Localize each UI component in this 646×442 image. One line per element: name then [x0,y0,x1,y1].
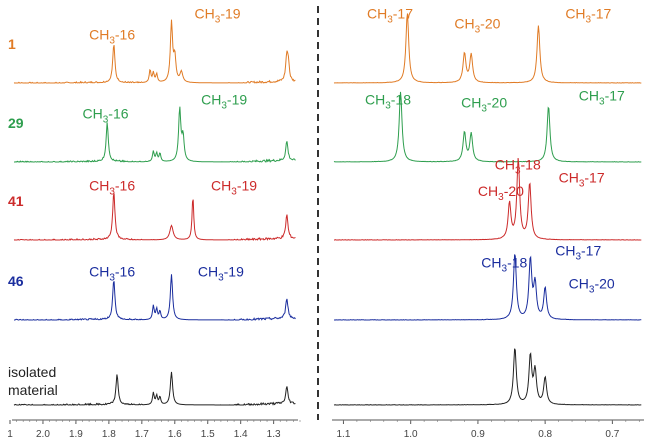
peak-annotation: CH3-17 [579,87,625,107]
spectrum-trace-right [334,157,642,241]
spectrum-trace-right [334,254,642,321]
peak-annotation: CH3-16 [89,27,135,47]
peak-annotation: CH3-17 [565,6,611,26]
sample-label: material [8,382,58,398]
spectrum-trace-right [333,91,642,163]
peak-annotation: CH3-18 [365,92,411,112]
right-x-axis: 1.1 1.0 0.9 0.8 0.7 [332,419,644,440]
right-tick-label: 1.0 [404,429,418,440]
peak-annotation: CH3-20 [461,94,507,114]
right-tick-label: 0.9 [471,429,485,440]
spectrum-trace-left [13,19,296,84]
peak-annotation: CH3-20 [454,15,500,35]
spectrum-trace-left [14,274,296,321]
left-tick-label: 1.4 [234,429,248,440]
left-tick-label: 1.3 [267,429,281,440]
peak-annotation: CH3-18 [481,255,527,275]
left-tick-label: 1 [7,429,13,440]
spectrum-traces [13,13,642,407]
right-tick-label: 0.7 [605,429,619,440]
left-x-axis: 1 2.0 1.9 1.8 1.7 1.6 1.5 1.4 1.3 [7,419,301,440]
peak-annotation: CH3-16 [89,264,135,284]
peak-annotation: CH3-19 [201,92,247,112]
peak-annotation: CH3-17 [367,6,413,26]
spectrum-trace-left [14,106,296,163]
peak-annotation: CH3-18 [495,157,541,177]
peak-annotation: CH3-20 [478,183,524,203]
sample-label: 46 [8,273,24,289]
sample-label: 41 [8,193,24,209]
left-tick-label: 1.7 [135,429,149,440]
peak-annotation: CH3-19 [211,177,257,197]
left-tick-label: 1.8 [102,429,116,440]
sample-label: isolated [8,364,56,380]
spectrum-trace-right [333,13,642,84]
annotations: 1 CH3-16 CH3-19 CH3-17 CH3-20 CH3-17 29 CH3-16 C… [8,6,625,398]
peak-annotation: CH3-16 [89,177,135,197]
right-tick-label: 0.8 [538,429,552,440]
peak-annotation: CH3-17 [555,243,601,263]
sample-label: 29 [8,115,24,131]
peak-annotation: CH3-19 [195,6,241,26]
sample-label: 1 [8,36,16,52]
peak-annotation: CH3-19 [198,264,244,284]
left-tick-label: 2.0 [36,429,50,440]
spectrum-trace-left [13,371,296,407]
spectrum-trace-right [333,348,642,406]
peak-annotation: CH3-17 [559,169,605,189]
left-tick-label: 1.5 [201,429,215,440]
peak-annotation: CH3-20 [569,276,615,296]
peak-annotation: CH3-16 [83,106,129,126]
left-tick-label: 1.6 [168,429,182,440]
spectrum-trace-left [13,193,296,242]
left-tick-label: 1.9 [69,429,83,440]
right-tick-label: 1.1 [336,429,350,440]
